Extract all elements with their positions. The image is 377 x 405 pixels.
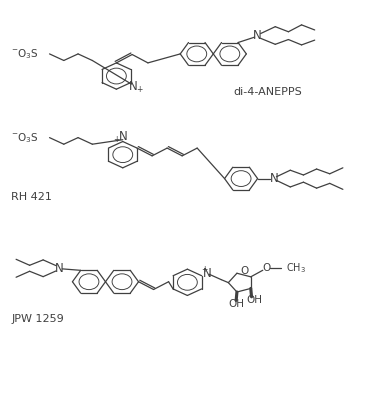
Text: N: N: [202, 267, 211, 280]
Text: O: O: [262, 264, 271, 273]
Text: RH 421: RH 421: [11, 192, 52, 202]
Text: O: O: [241, 266, 249, 277]
Text: N: N: [253, 30, 262, 43]
Text: +: +: [201, 265, 207, 274]
Text: N: N: [129, 80, 138, 93]
Text: +: +: [136, 85, 142, 94]
Text: CH$_3$: CH$_3$: [286, 262, 306, 275]
Text: $^{-}$O$_3$S: $^{-}$O$_3$S: [11, 47, 39, 61]
Text: OH: OH: [228, 299, 244, 309]
Text: +: +: [113, 135, 119, 144]
Text: di-4-ANEPPS: di-4-ANEPPS: [234, 87, 302, 97]
Text: $^{-}$O$_3$S: $^{-}$O$_3$S: [11, 131, 39, 145]
Text: N: N: [270, 172, 279, 185]
Text: N: N: [118, 130, 127, 143]
Text: JPW 1259: JPW 1259: [11, 314, 64, 324]
Text: OH: OH: [247, 295, 262, 305]
Text: N: N: [55, 262, 63, 275]
